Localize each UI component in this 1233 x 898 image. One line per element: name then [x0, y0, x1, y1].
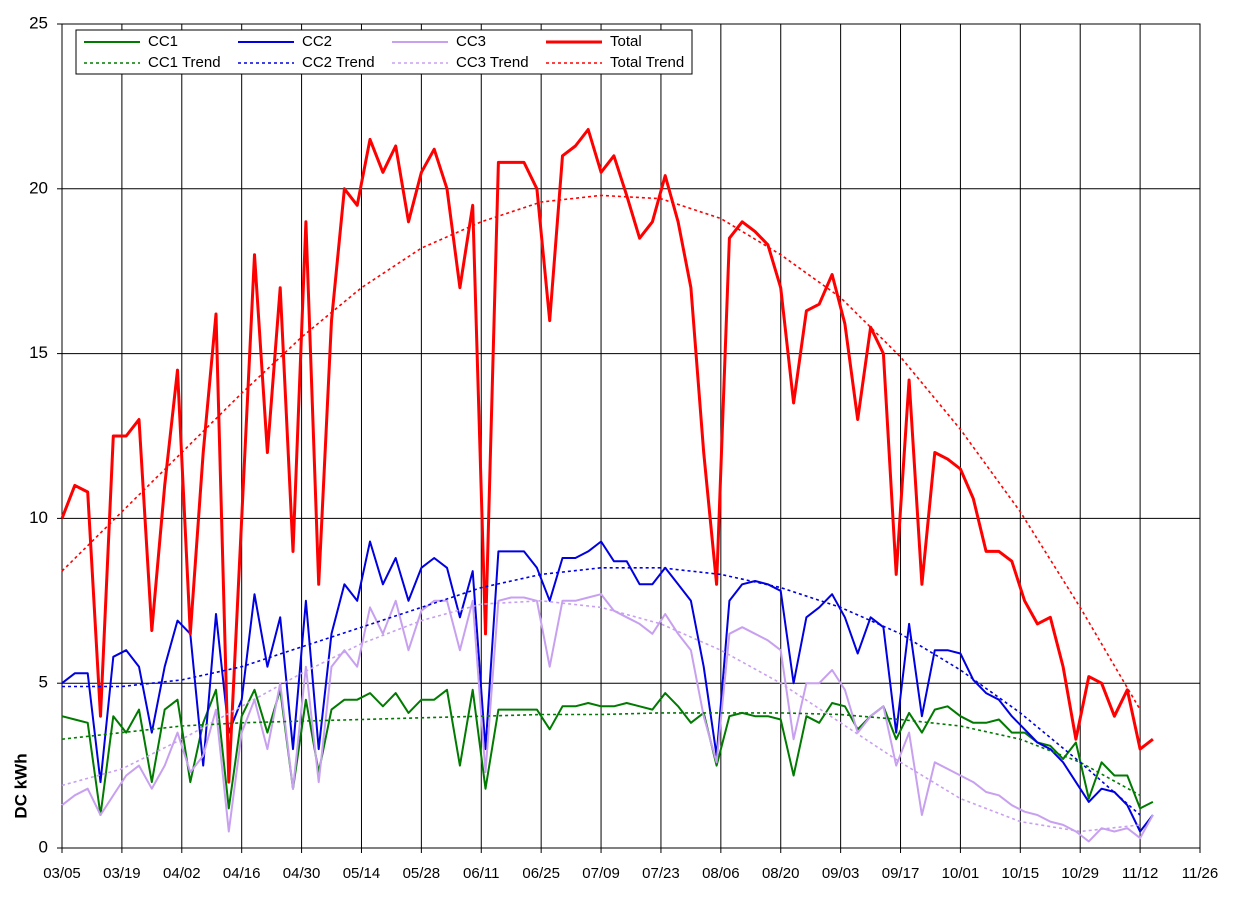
series-line [60, 128, 1154, 784]
x-tick-label: 05/14 [343, 865, 381, 882]
legend-label: Total Trend [610, 54, 684, 71]
series-line [61, 712, 1141, 797]
y-tick-label: 20 [29, 178, 48, 197]
x-tick-label: 07/09 [582, 865, 620, 882]
y-tick-label: 25 [29, 13, 48, 32]
legend-label: Total [610, 33, 642, 50]
x-tick-label: 08/20 [762, 865, 800, 882]
x-tick-label: 11/26 [1182, 865, 1218, 882]
legend-box [75, 29, 693, 75]
y-tick-label: 5 [39, 673, 48, 692]
x-tick-label: 10/01 [942, 865, 980, 882]
x-tick-label: 03/19 [103, 865, 141, 882]
plot-area [61, 23, 1201, 849]
x-tick-label: 09/17 [882, 865, 920, 882]
y-tick-label: 0 [39, 837, 48, 856]
series-line [61, 688, 1154, 816]
series-line [62, 567, 1141, 816]
x-tick-label: 03/05 [43, 865, 81, 882]
legend-label: CC3 Trend [456, 54, 529, 71]
legend-label: CC1 [148, 33, 178, 50]
legend: CC1 CC2 CC3 Total CC1 Trend CC2 Trend CC3 Tren… [75, 29, 693, 75]
x-tick-label: 06/11 [463, 865, 499, 882]
series-line [61, 194, 1141, 711]
legend-label: CC1 Trend [148, 54, 221, 71]
legend-label: CC3 [456, 33, 486, 50]
x-tick-label: 04/16 [223, 865, 261, 882]
x-tick-label: 10/15 [1002, 865, 1040, 882]
x-tick-label: 05/28 [403, 865, 441, 882]
legend-label: CC2 Trend [302, 54, 375, 71]
x-tick-label: 11/12 [1122, 865, 1158, 882]
x-tick-label: 04/30 [283, 865, 321, 882]
series-line [61, 540, 1154, 833]
y-axis-label: DC kWh [11, 753, 30, 818]
y-tick-label: 10 [29, 508, 48, 527]
y-tick-label: 15 [29, 343, 48, 362]
x-tick-label: 07/23 [642, 865, 680, 882]
x-tick-label: 09/03 [822, 865, 860, 882]
x-tick-label: 08/06 [702, 865, 740, 882]
legend-label: CC2 [302, 33, 332, 50]
x-tick-label: 10/29 [1061, 865, 1099, 882]
series-line [61, 593, 1154, 843]
x-tick-label: 04/02 [163, 865, 201, 882]
x-tick-label: 06/25 [522, 865, 560, 882]
